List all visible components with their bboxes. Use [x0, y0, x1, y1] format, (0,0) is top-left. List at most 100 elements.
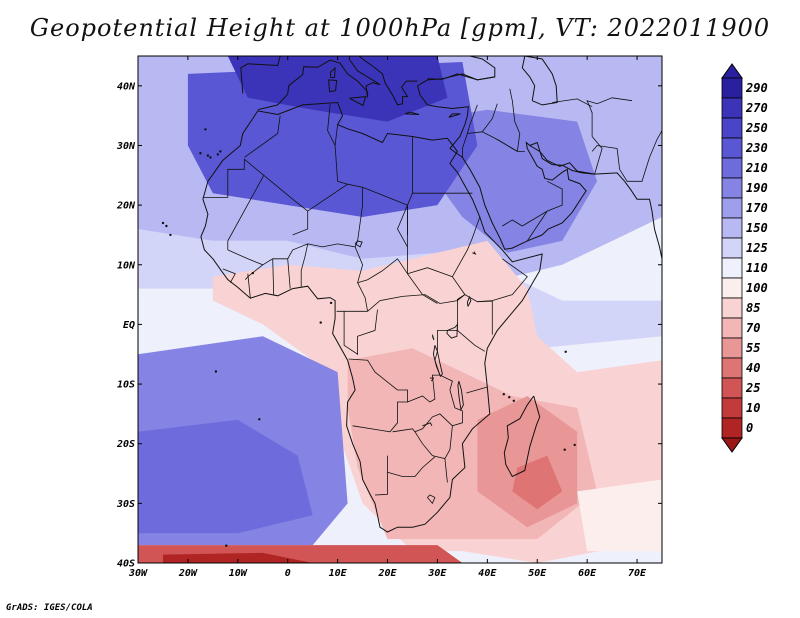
y-tick-label: EQ: [123, 320, 135, 331]
coastline-europe-south: [240, 56, 281, 94]
coastline-india-west: [624, 181, 662, 259]
colorbar-label: 230: [745, 141, 768, 155]
island-dot: [204, 128, 207, 131]
country-border: [354, 187, 364, 248]
country-border: [334, 124, 338, 146]
country-border: [272, 258, 275, 295]
x-axis: 30W 20W 10W 0 10E 20E 30E 40E 50E 60E 70E: [128, 56, 647, 579]
country-border: [334, 145, 348, 185]
coastline-levant: [416, 73, 495, 149]
colorbar-label: 150: [746, 221, 768, 235]
country-border: [407, 267, 453, 278]
island-dot: [564, 350, 567, 353]
colorbar-label: 55: [746, 341, 760, 355]
colorbar-label: 10: [746, 401, 760, 415]
colorbar-label: 125: [746, 241, 768, 255]
lake-outline: [354, 240, 363, 248]
colorbar-swatch: [721, 377, 743, 399]
coastline-cyprus: [448, 113, 461, 118]
lake-outline: [432, 345, 443, 378]
country-border: [502, 210, 548, 227]
coastline-sicily: [349, 96, 367, 107]
lake-outline: [466, 295, 472, 307]
country-border: [407, 374, 440, 403]
coastline-caspian: [521, 56, 558, 106]
coastline-black-sea: [427, 56, 496, 81]
colorbar-label: 40: [746, 361, 760, 375]
colorbar-swatch: [721, 97, 743, 119]
y-tick-label: 30N: [116, 141, 136, 152]
colorbar-label: 250: [745, 121, 768, 135]
coastline-crete: [404, 111, 420, 115]
country-border: [427, 494, 436, 505]
island-dot: [225, 544, 228, 547]
coastline-balkans: [358, 56, 418, 106]
x-tick-label: 0: [285, 568, 291, 579]
lake-outline: [457, 380, 464, 412]
country-border: [392, 413, 453, 459]
colorbar-top-arrow: [721, 63, 743, 79]
plot-frame: [137, 55, 663, 564]
colorbar-swatch: [721, 237, 743, 259]
colorbar-swatch: [721, 277, 743, 299]
island-dot: [508, 396, 511, 399]
coastline-arabia: [449, 141, 595, 250]
island-dot: [573, 443, 576, 447]
colorbar-label: 0: [746, 421, 753, 435]
colorbar-bottom-arrow: [721, 437, 743, 453]
island-dot: [169, 233, 172, 237]
country-border: [307, 243, 368, 312]
island-dot: [161, 221, 165, 225]
colorbar-label: 70: [746, 321, 760, 335]
country-border: [397, 204, 408, 248]
island-dot: [251, 271, 254, 275]
colorbar-swatch: [721, 117, 743, 139]
coastline-persian-coast: [529, 145, 625, 182]
colorbar-swatch: [721, 257, 743, 279]
island-dot: [512, 399, 515, 402]
country-border: [374, 455, 388, 496]
island-dot: [206, 154, 210, 157]
island-dot: [214, 370, 218, 373]
colorbar-swatch: [721, 137, 743, 159]
y-tick-label: 20N: [116, 201, 136, 212]
x-tick-label: 30E: [427, 568, 447, 579]
x-tick-label: 10W: [229, 568, 248, 579]
field-region-med-high: [227, 56, 448, 122]
coastline-africa: [200, 101, 543, 533]
field-region-indian-ocean-neutral: [577, 479, 662, 552]
coastline-iberia-med: [257, 56, 381, 111]
country-border: [414, 431, 448, 483]
colorbar-label: 85: [746, 301, 760, 315]
lake-outline: [431, 334, 435, 341]
y-tick-label: 10N: [117, 260, 136, 271]
island-dot: [209, 156, 212, 159]
y-tick-label: 20S: [116, 439, 135, 450]
country-border: [586, 97, 633, 137]
colorbar-label: 100: [746, 281, 768, 295]
y-tick-label: 40N: [117, 81, 136, 92]
y-axis: 40N 30N 20N 10N EQ 10S 20S 30S 40S: [116, 81, 662, 570]
country-border: [466, 386, 488, 394]
island-dot: [319, 321, 322, 324]
country-border: [452, 407, 463, 427]
island-dot: [258, 418, 261, 421]
colorbar-label: 210: [745, 161, 768, 175]
height-field: [138, 56, 662, 563]
coastline-madagascar: [503, 395, 541, 478]
country-border: [244, 158, 265, 176]
island-dot: [199, 152, 202, 155]
y-tick-label: 40S: [117, 559, 135, 570]
country-border: [287, 258, 291, 289]
island-dot: [219, 150, 222, 153]
country-border: [387, 456, 436, 477]
field-region-southern-ocean-core: [163, 552, 313, 563]
country-border: [327, 104, 336, 146]
country-border: [456, 294, 493, 335]
country-border: [509, 88, 521, 152]
coastline-sardinia: [328, 79, 338, 93]
x-tick-label: 20E: [377, 568, 397, 579]
x-tick-label: 10E: [329, 568, 348, 579]
x-tick-label: 20W: [178, 568, 198, 579]
